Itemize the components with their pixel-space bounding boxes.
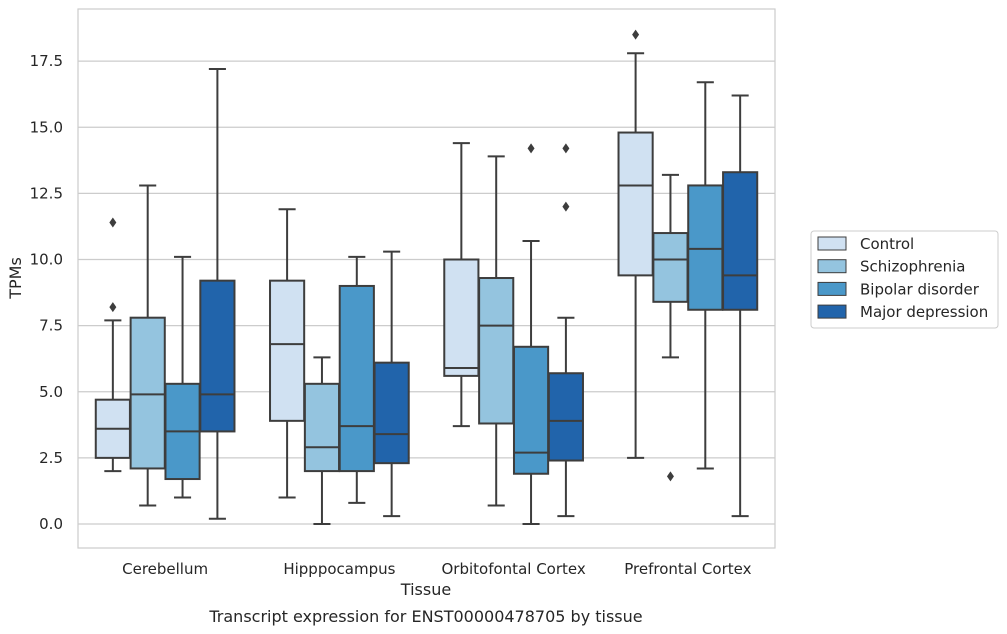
legend: Control Schizophrenia Bipolar disorder Majo… bbox=[810, 230, 999, 329]
legend-label: Major depression bbox=[860, 303, 988, 321]
legend-label: Bipolar disorder bbox=[860, 280, 980, 298]
box-iqr bbox=[512, 345, 550, 475]
x-tick-label: Hipppocampus bbox=[283, 560, 395, 578]
box-major-depression bbox=[547, 143, 584, 518]
box-iqr bbox=[652, 232, 689, 303]
box-schizophrenia bbox=[303, 356, 341, 525]
outlier-point bbox=[109, 302, 117, 313]
box-iqr bbox=[617, 131, 654, 277]
outlier-point bbox=[632, 29, 640, 40]
box-major-depression bbox=[199, 68, 236, 520]
outlier-point bbox=[562, 201, 570, 212]
chart-caption: Transcript expression for ENST0000047870… bbox=[208, 607, 642, 626]
box-iqr bbox=[303, 382, 341, 473]
legend-swatch bbox=[817, 236, 847, 251]
box-iqr bbox=[269, 279, 306, 422]
y-tick-label: 15.0 bbox=[30, 118, 63, 136]
box-bipolar-disorder bbox=[338, 255, 375, 504]
box-major-depression bbox=[373, 250, 410, 518]
box-schizophrenia bbox=[652, 173, 689, 482]
x-axis-title: Tissue bbox=[400, 580, 451, 599]
plot-area-frame bbox=[77, 8, 776, 549]
boxes bbox=[94, 29, 759, 525]
box-schizophrenia bbox=[478, 155, 515, 507]
legend-label: Schizophrenia bbox=[860, 258, 965, 276]
legend-swatch bbox=[817, 304, 847, 319]
x-axis-ticks: Cerebellum Hipppocampus Orbitofontal Corte… bbox=[122, 560, 751, 578]
y-tick-label: 5.0 bbox=[39, 383, 63, 401]
box-iqr bbox=[443, 258, 480, 377]
box-major-depression bbox=[722, 94, 759, 518]
box-control bbox=[617, 29, 654, 459]
box-iqr bbox=[373, 361, 410, 465]
box-bipolar-disorder bbox=[164, 255, 201, 499]
y-axis-ticks: 0.0 2.5 5.0 7.5 10.0 12.5 15.0 17.5 bbox=[30, 52, 63, 533]
outlier-point bbox=[666, 471, 674, 482]
box-iqr bbox=[687, 184, 724, 311]
x-tick-label: Orbitofontal Cortex bbox=[442, 560, 586, 578]
box-control bbox=[94, 217, 131, 473]
box-iqr bbox=[547, 372, 584, 462]
x-tick-label: Cerebellum bbox=[122, 560, 208, 578]
legend-swatch bbox=[817, 259, 847, 274]
outlier-point bbox=[527, 143, 535, 154]
y-axis-title: TPMs bbox=[6, 257, 25, 300]
outlier-point bbox=[562, 143, 570, 154]
box-bipolar-disorder bbox=[687, 81, 724, 470]
box-iqr bbox=[722, 171, 759, 311]
box-bipolar-disorder bbox=[512, 143, 550, 525]
box-iqr bbox=[338, 284, 375, 473]
y-tick-label: 7.5 bbox=[39, 317, 63, 335]
y-tick-label: 0.0 bbox=[39, 515, 63, 533]
box-control bbox=[443, 142, 480, 428]
box-schizophrenia bbox=[129, 184, 166, 507]
legend-frame bbox=[810, 230, 999, 329]
legend-label: Control bbox=[860, 235, 914, 253]
box-iqr bbox=[129, 316, 166, 470]
y-tick-label: 17.5 bbox=[30, 52, 63, 70]
legend-swatch bbox=[817, 281, 847, 296]
x-tick-label: Prefrontal Cortex bbox=[624, 560, 751, 578]
box-control bbox=[269, 208, 306, 499]
y-tick-label: 10.0 bbox=[30, 251, 63, 269]
y-tick-label: 2.5 bbox=[39, 449, 63, 467]
box-iqr bbox=[199, 279, 236, 433]
outlier-point bbox=[109, 217, 117, 228]
y-tick-label: 12.5 bbox=[30, 184, 63, 202]
box-iqr bbox=[478, 277, 515, 425]
